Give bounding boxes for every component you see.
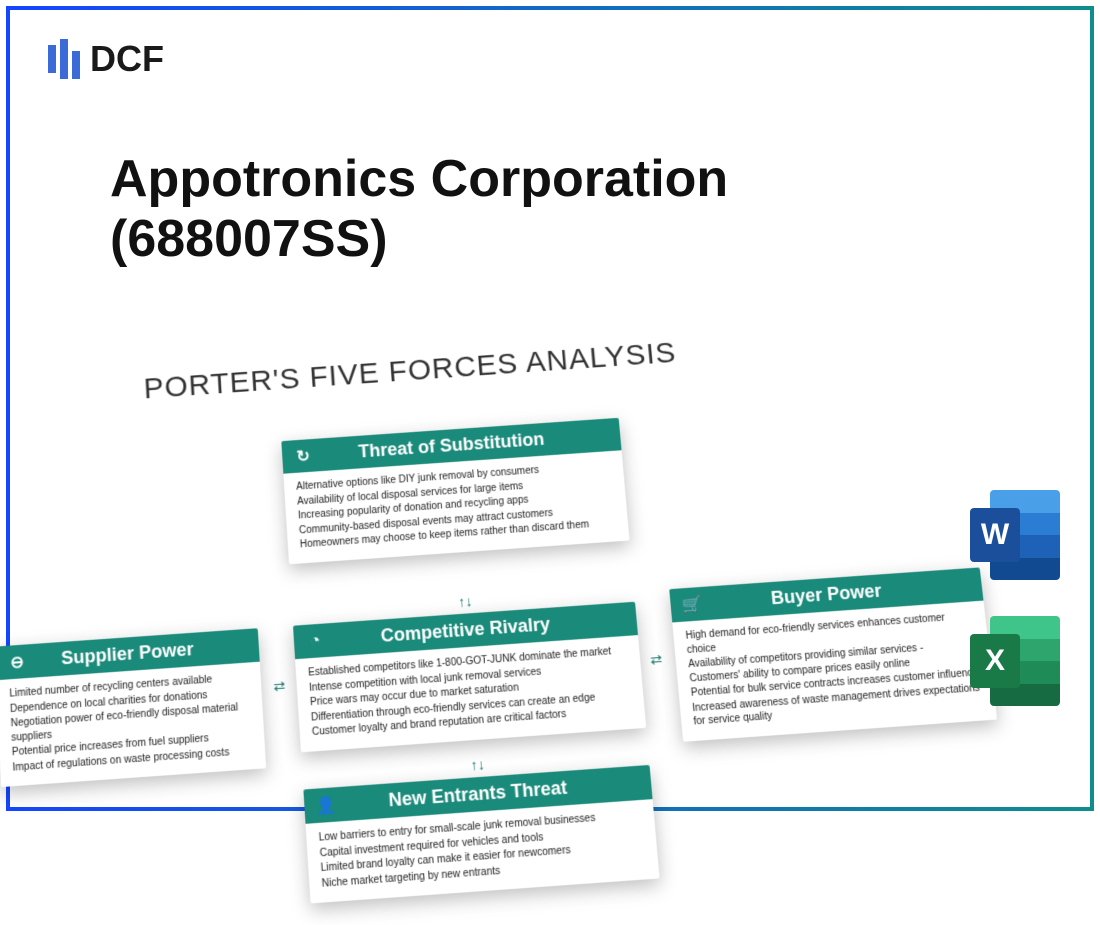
connector-icon: ⇄ [273,677,286,695]
cart-icon: 🛒 [680,592,704,616]
card-body: Limited number of recycling centers avai… [0,662,266,787]
card-title: Buyer Power [770,580,883,609]
key-icon: ⊖ [6,650,29,674]
card-body: High demand for eco-friendly services en… [672,601,997,742]
card-buyer: 🛒 Buyer Power High demand for eco-friend… [669,567,997,741]
word-letter: W [970,508,1020,562]
word-icon[interactable]: W [970,490,1060,580]
card-title: Competitive Rivalry [380,614,551,647]
logo-text: DCF [90,38,164,80]
card-supplier: ⊖ Supplier Power Limited number of recyc… [0,628,266,787]
card-title: Threat of Substitution [358,429,545,463]
porters-diagram: PORTER'S FIVE FORCES ANALYSIS ↻ Threat o… [4,320,964,857]
file-icons-group: W X [970,490,1060,706]
card-title: Supplier Power [61,639,195,670]
connector-icon: ↑↓ [458,593,473,610]
dcf-logo: DCF [48,38,164,80]
card-title: New Entrants Threat [388,777,568,811]
connector-icon: ↑↓ [470,756,486,774]
refresh-icon: ↻ [292,444,315,467]
logo-bars-icon [48,39,80,79]
excel-letter: X [970,634,1020,688]
page-title: Appotronics Corporation (688007SS) [110,150,810,270]
connector-icon: ⇄ [650,651,663,669]
person-icon: 👤 [314,793,338,817]
card-entrants: 👤 New Entrants Threat Low barriers to en… [303,765,659,903]
card-rivalry: ◔ Competitive Rivalry Established compet… [293,602,646,752]
pie-icon: ◔ [303,629,327,653]
excel-icon[interactable]: X [970,616,1060,706]
card-substitution: ↻ Threat of Substitution Alternative opt… [281,418,629,564]
